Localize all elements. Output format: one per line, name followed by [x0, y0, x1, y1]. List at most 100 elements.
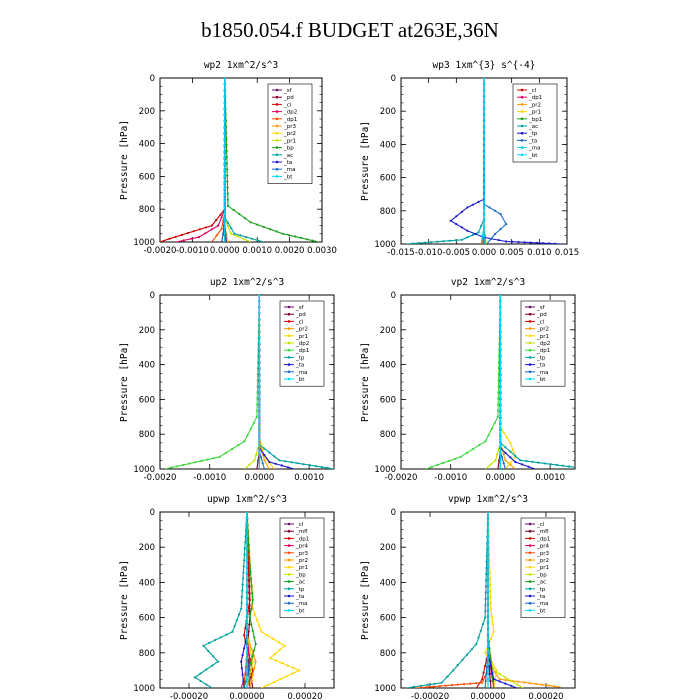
y-tick-label: 400	[139, 140, 155, 150]
series-marker	[494, 232, 497, 236]
legend-marker	[287, 522, 291, 526]
legend-label: _pr4	[295, 544, 309, 550]
series-marker	[237, 444, 240, 447]
legend-label: _ma	[283, 167, 295, 173]
legend-label: _dp2	[283, 110, 297, 116]
series-marker	[230, 227, 233, 230]
x-tick-label: -0.0010	[176, 246, 209, 256]
series-marker	[253, 613, 257, 616]
series-marker	[248, 550, 251, 553]
y-tick-label: 200	[139, 543, 155, 553]
series-marker	[481, 623, 484, 626]
series-marker	[509, 450, 512, 453]
legend-label: _pr2	[295, 327, 308, 333]
series-marker	[499, 348, 502, 351]
series-marker	[258, 444, 261, 447]
series-marker	[426, 685, 429, 688]
legend-marker	[275, 139, 279, 142]
legend-marker	[287, 544, 291, 547]
legend-marker	[275, 131, 279, 135]
series-marker	[501, 456, 504, 459]
series-marker	[466, 229, 469, 232]
series-marker	[241, 589, 244, 592]
legend-label: _cl	[283, 102, 292, 108]
series-marker	[499, 414, 502, 417]
series-marker	[489, 589, 492, 592]
series-marker	[226, 204, 230, 207]
series-marker	[488, 672, 491, 676]
series-marker	[412, 685, 415, 688]
series-marker	[502, 431, 505, 434]
series-marker	[216, 660, 220, 663]
series-marker	[256, 379, 259, 382]
series-marker	[256, 385, 259, 388]
legend-marker	[528, 529, 532, 533]
series-marker	[266, 684, 269, 687]
series-marker	[438, 685, 441, 688]
legend-marker	[528, 573, 532, 576]
series-marker	[459, 455, 462, 458]
series-marker	[199, 672, 202, 675]
series-marker	[541, 683, 544, 686]
chart-panel-1: wp3 1xm^{3} s^{-4} Pressure [hPa] 0 200 400 6…	[360, 60, 579, 258]
chart-title: wp3 1xm^{3} s^{-4}	[433, 60, 536, 71]
series-marker	[223, 132, 226, 135]
series-marker	[494, 209, 497, 212]
series-marker	[245, 577, 249, 581]
series-marker	[497, 403, 500, 406]
series-marker	[283, 644, 286, 647]
series-marker	[258, 336, 261, 339]
series-marker	[251, 655, 254, 658]
series-marker	[492, 680, 495, 683]
series-marker	[528, 682, 532, 685]
x-tick-label: 0.0000	[486, 473, 516, 483]
legend-label: _ta	[528, 138, 537, 144]
series-marker	[499, 402, 502, 405]
series-marker	[482, 114, 486, 117]
legend-marker	[528, 537, 532, 540]
series-marker	[549, 463, 552, 466]
series-line-ta	[483, 78, 507, 244]
series-marker	[223, 89, 226, 92]
legend-marker	[528, 594, 532, 598]
y-tick-label: 1000	[133, 684, 155, 694]
series-marker	[516, 680, 520, 683]
series-marker	[482, 95, 486, 98]
legend-label: _dp1	[295, 348, 309, 354]
series-marker	[258, 624, 261, 628]
legend-marker	[275, 160, 279, 164]
x-tick-label: 0.005	[499, 248, 523, 258]
series-marker	[249, 221, 252, 224]
series-marker	[241, 577, 245, 580]
series-marker	[197, 236, 200, 239]
series-marker	[519, 459, 522, 462]
series-marker	[262, 225, 265, 228]
series-marker	[215, 234, 218, 237]
series-marker	[482, 207, 486, 210]
legend-label: _bp	[536, 572, 547, 578]
x-tick-label: -0.0020	[385, 473, 418, 483]
legend-label: _cl	[295, 522, 304, 528]
series-marker	[239, 234, 242, 237]
legend-marker	[520, 95, 524, 99]
series-marker	[251, 673, 254, 676]
legend-label: _mfl	[536, 529, 549, 535]
series-marker	[258, 402, 261, 405]
legend-label: _pr1	[295, 334, 308, 340]
series-marker	[253, 667, 256, 670]
legend-label: _dp1	[283, 117, 297, 123]
chart-panel-4: upwp 1xm^2/s^3 Pressure [hPa] 0 200 400 600 80…	[119, 494, 335, 700]
y-tick-label: 200	[380, 326, 396, 336]
series-marker	[450, 684, 453, 687]
series-marker	[225, 143, 228, 147]
series-marker	[478, 444, 481, 447]
series-marker	[251, 598, 254, 602]
series-marker	[482, 145, 486, 148]
series-marker	[486, 523, 490, 526]
series-marker	[245, 559, 249, 562]
series-marker	[488, 206, 491, 209]
legend-marker	[528, 601, 532, 605]
legend-marker	[528, 356, 532, 359]
series-marker	[210, 228, 213, 231]
y-tick-label: 0	[391, 291, 396, 301]
